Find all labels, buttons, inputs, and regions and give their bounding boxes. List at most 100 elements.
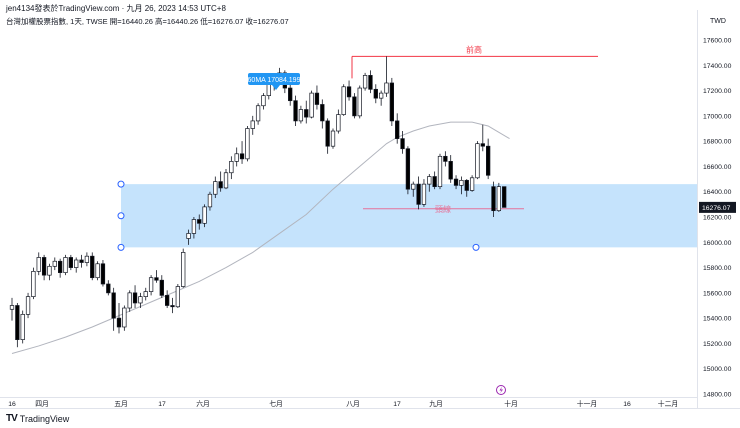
- candle-body: [448, 161, 453, 180]
- candle-body: [464, 179, 469, 191]
- candle-body: [100, 263, 106, 285]
- candle-body: [68, 257, 74, 268]
- candle-body: [165, 295, 170, 306]
- candle-body: [443, 155, 448, 162]
- x-tick-label: 16: [623, 401, 631, 408]
- candle-body: [389, 82, 394, 122]
- candle-body: [175, 286, 181, 308]
- candle-body: [186, 233, 191, 239]
- y-tick-label: 16800.00: [703, 139, 732, 146]
- ma60-label-pointer: [272, 85, 280, 90]
- candle-body: [475, 143, 480, 179]
- candle-body: [170, 305, 175, 308]
- x-tick-label: 四月: [35, 400, 49, 408]
- zone-handle[interactable]: [117, 243, 125, 251]
- range-zone[interactable]: [121, 184, 697, 248]
- y-tick-label: 15000.00: [703, 366, 732, 373]
- x-tick-label: 十二月: [658, 399, 678, 408]
- candle-body: [159, 279, 164, 296]
- candle-body: [148, 277, 154, 292]
- candle-body: [352, 96, 357, 117]
- candle-body: [304, 109, 309, 118]
- candle-body: [191, 219, 197, 234]
- y-tick-label: 14800.00: [703, 392, 732, 399]
- x-tick-label: 十一月: [577, 399, 597, 408]
- candle-body: [9, 305, 15, 310]
- candle-body: [132, 292, 138, 304]
- candle-body: [400, 138, 405, 150]
- resistance-label: 前高: [466, 44, 482, 54]
- candle-body: [309, 92, 314, 118]
- candle-body: [255, 105, 261, 122]
- candle-body: [395, 120, 400, 139]
- zone-handle[interactable]: [117, 212, 125, 220]
- x-tick-label: 七月: [269, 399, 283, 408]
- candle-body: [341, 86, 346, 115]
- y-tick-label: 15800.00: [703, 265, 732, 272]
- x-tick-label: 八月: [346, 400, 360, 408]
- candle-body: [57, 260, 63, 273]
- x-tick-label: 16: [8, 401, 16, 408]
- y-tick-label: 16200.00: [703, 215, 732, 222]
- candle-body: [486, 145, 491, 176]
- candle-body: [106, 283, 111, 294]
- symbol-ohlc-line: 台灣加權股票指數, 1天, TWSE 開=16440.26 高=16440.26…: [6, 17, 289, 26]
- candle-body: [502, 186, 507, 208]
- candle-body: [218, 181, 223, 189]
- ma60-line: [11, 121, 510, 355]
- y-tick-label: 16600.00: [703, 164, 732, 171]
- candle-body: [320, 104, 325, 122]
- y-tick-label: 15200.00: [703, 341, 732, 348]
- candle-body: [411, 183, 416, 190]
- candle-body: [379, 92, 384, 99]
- y-tick-label: 16000.00: [703, 240, 732, 247]
- last-price-label: 16276.07: [702, 205, 731, 212]
- candle-body: [74, 259, 79, 268]
- x-tick-label: 十月: [504, 399, 518, 408]
- candle-body: [314, 92, 320, 105]
- y-tick-label: 15600.00: [703, 290, 732, 297]
- candle-body: [245, 128, 250, 160]
- x-tick-label: 17: [393, 401, 401, 408]
- candle-body: [416, 183, 421, 205]
- y-tick-label: 17000.00: [703, 113, 732, 120]
- zone-handle[interactable]: [472, 243, 480, 251]
- candle-body: [453, 178, 459, 186]
- candle-body: [63, 257, 68, 273]
- candle-body: [197, 219, 202, 224]
- candle-body: [288, 87, 293, 102]
- candle-body: [90, 255, 95, 279]
- candle-body: [47, 265, 52, 276]
- candle-body: [330, 130, 336, 147]
- candle-body: [437, 155, 443, 188]
- candle-body: [480, 143, 485, 147]
- candle-body: [116, 317, 122, 328]
- candle-body: [20, 314, 25, 340]
- candle-body: [223, 172, 229, 189]
- candle-body: [261, 95, 266, 107]
- candle-body: [496, 186, 501, 212]
- x-tick-label: 17: [158, 401, 166, 408]
- footer-brand: TradingView: [19, 413, 70, 424]
- candle-body: [207, 193, 213, 208]
- candle-body: [432, 176, 437, 188]
- candle-body: [325, 120, 330, 147]
- candle-body: [427, 176, 432, 185]
- candle-body: [357, 87, 362, 117]
- ma60-label-box: [248, 73, 300, 85]
- y-tick-label: 15400.00: [703, 316, 732, 323]
- candle-body: [293, 100, 298, 122]
- candle-body: [250, 120, 255, 129]
- candle-body: [336, 114, 341, 132]
- y-tick-label: 17600.00: [703, 38, 732, 45]
- candle-body: [421, 183, 427, 205]
- ma60-label: 60MA 17084.199: [248, 77, 301, 84]
- candle-body: [234, 153, 239, 162]
- candle-body: [41, 257, 47, 276]
- currency-label: TWD: [710, 18, 726, 25]
- candle-body: [84, 255, 90, 263]
- zone-handle[interactable]: [117, 180, 125, 188]
- candle-body: [143, 291, 148, 298]
- candle-body: [298, 109, 304, 122]
